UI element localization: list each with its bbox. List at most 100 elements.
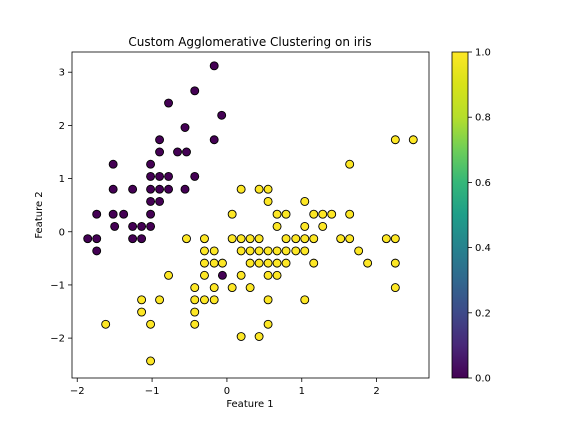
colorbar-tick-label: 1.0 — [475, 48, 491, 59]
chart-title: Custom Agglomerative Clustering on iris — [128, 35, 371, 49]
point-cluster1-4 — [254, 184, 264, 194]
point-cluster0-8 — [173, 147, 182, 157]
point-cluster1-67 — [200, 295, 209, 305]
point-cluster1-43 — [200, 258, 209, 268]
point-cluster0-33 — [92, 234, 102, 244]
point-cluster0-13 — [155, 171, 165, 181]
plot-background — [72, 52, 429, 378]
y-tick-label: 2 — [59, 121, 65, 132]
point-cluster0-2 — [164, 98, 174, 108]
point-cluster1-65 — [155, 295, 165, 305]
point-cluster1-50 — [281, 258, 291, 268]
point-cluster1-54 — [164, 270, 174, 280]
colorbar-tick-label: 0.4 — [475, 243, 491, 254]
plot-area: −2 −1 0 1 2 −2 −1 0 1 2 3 — [50, 51, 430, 397]
point-cluster1-48 — [263, 258, 273, 268]
point-cluster1-0 — [390, 135, 400, 145]
point-cluster1-47 — [254, 258, 264, 268]
y-tick-label: 1 — [59, 174, 65, 185]
point-cluster1-49 — [272, 258, 282, 268]
point-cluster1-59 — [190, 283, 200, 293]
point-cluster1-3 — [236, 184, 246, 194]
point-cluster1-41 — [300, 246, 310, 256]
point-cluster0-28 — [128, 221, 138, 231]
point-cluster1-58 — [272, 270, 282, 280]
point-cluster1-12 — [318, 209, 328, 219]
colorbar-gradient — [452, 52, 468, 378]
point-cluster1-8 — [227, 209, 237, 219]
point-cluster0-35 — [137, 234, 147, 244]
point-cluster0-24 — [92, 209, 102, 219]
point-cluster0-19 — [155, 184, 165, 194]
point-cluster0-25 — [108, 209, 118, 219]
point-cluster1-33 — [209, 246, 219, 256]
x-tick-label: 0 — [224, 386, 230, 397]
data-points — [83, 61, 418, 366]
point-cluster1-22 — [245, 234, 255, 244]
y-tick-label: −2 — [50, 334, 65, 345]
point-cluster1-62 — [245, 283, 255, 293]
point-cluster1-64 — [137, 295, 147, 305]
plot-frame — [71, 51, 430, 379]
point-cluster0-10 — [146, 159, 156, 169]
point-cluster0-4 — [180, 123, 190, 132]
colorbar-tick-label: 0.6 — [475, 178, 491, 189]
point-cluster0-15 — [190, 171, 200, 181]
x-axis-label: Feature 1 — [226, 399, 273, 410]
point-cluster1-7 — [300, 196, 310, 206]
point-cluster1-42 — [354, 246, 364, 256]
point-cluster0-34 — [128, 234, 138, 244]
point-cluster1-46 — [245, 258, 255, 268]
point-cluster0-7 — [155, 147, 165, 157]
point-cluster1-55 — [200, 270, 209, 280]
point-cluster0-22 — [146, 196, 156, 206]
point-cluster0-3 — [217, 110, 227, 120]
point-cluster1-19 — [200, 234, 209, 244]
point-cluster1-75 — [190, 319, 200, 329]
point-cluster1-63 — [390, 283, 400, 293]
point-cluster1-57 — [263, 270, 273, 280]
point-cluster0-16 — [108, 184, 118, 194]
point-cluster1-28 — [336, 234, 346, 244]
point-cluster1-78 — [254, 332, 264, 341]
point-cluster0-31 — [110, 221, 120, 231]
point-cluster0-30 — [146, 221, 156, 231]
point-cluster1-40 — [291, 246, 301, 256]
point-cluster0-6 — [155, 135, 165, 145]
x-tick-label: 2 — [373, 386, 379, 397]
point-cluster1-23 — [254, 234, 264, 244]
point-cluster1-11 — [309, 209, 319, 219]
point-cluster1-14 — [345, 209, 355, 219]
y-axis-label: Feature 2 — [34, 191, 45, 238]
point-cluster1-18 — [182, 234, 191, 244]
point-cluster1-32 — [200, 246, 209, 256]
point-cluster0-32 — [83, 234, 93, 244]
point-cluster1-9 — [272, 209, 282, 219]
point-cluster0-14 — [164, 171, 174, 181]
point-cluster1-56 — [236, 270, 246, 280]
point-cluster1-31 — [390, 234, 400, 244]
point-cluster1-27 — [309, 234, 319, 244]
point-cluster0-27 — [146, 209, 156, 219]
point-cluster1-77 — [236, 332, 246, 341]
point-cluster1-30 — [381, 234, 391, 244]
point-cluster0-0 — [209, 61, 219, 71]
x-tick-label: −2 — [70, 386, 85, 397]
point-cluster1-24 — [281, 234, 291, 244]
point-cluster1-5 — [263, 184, 273, 194]
point-cluster0-5 — [209, 135, 219, 145]
colorbar-tick-label: 0.0 — [475, 374, 491, 385]
point-cluster1-34 — [236, 246, 246, 256]
point-cluster0-12 — [146, 171, 156, 181]
point-cluster0-26 — [119, 209, 129, 219]
colorbar-tick-label: 0.2 — [475, 308, 491, 319]
x-axis-ticks: −2 −1 0 1 2 — [70, 378, 380, 397]
point-cluster1-25 — [291, 234, 301, 244]
point-cluster0-11 — [108, 159, 118, 169]
colorbar-tick-label: 0.8 — [475, 113, 491, 124]
point-cluster1-17 — [318, 221, 328, 231]
x-tick-label: 1 — [299, 386, 305, 397]
point-cluster1-10 — [281, 209, 291, 219]
point-cluster1-68 — [209, 295, 219, 305]
point-cluster0-9 — [182, 147, 191, 157]
